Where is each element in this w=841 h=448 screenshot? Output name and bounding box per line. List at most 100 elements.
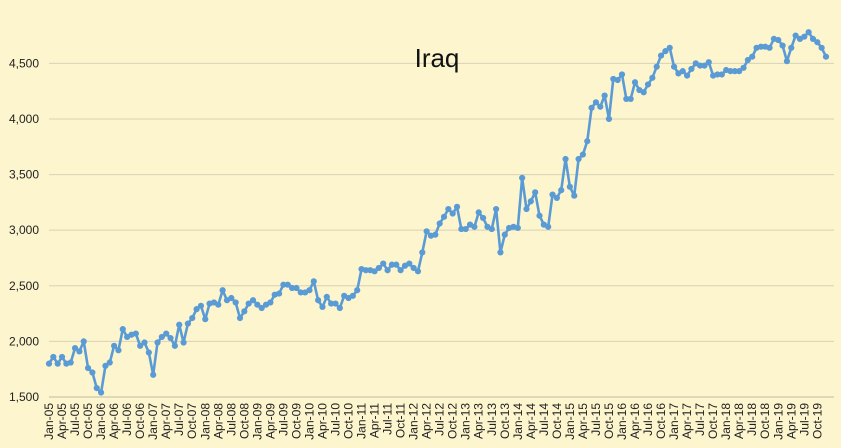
y-axis-ticks: 1,500 2,000 2,500 3,000 3,500 4,000 4,500 — [9, 56, 39, 404]
data-point — [267, 299, 274, 306]
data-point — [288, 284, 296, 292]
data-point — [349, 292, 356, 299]
data-point — [137, 342, 144, 349]
x-tick-label: Apr-10 — [315, 403, 329, 439]
x-tick-label: Apr-17 — [680, 403, 694, 439]
data-point — [749, 53, 756, 60]
chart-title: Iraq — [415, 43, 460, 73]
data-point — [779, 42, 786, 49]
data-point — [714, 71, 721, 78]
data-point — [254, 301, 261, 308]
data-point — [592, 99, 600, 106]
grid-layer — [49, 62, 834, 398]
data-point — [644, 81, 652, 88]
x-tick-label: Apr-05 — [55, 403, 69, 439]
data-point — [801, 33, 808, 40]
data-point — [319, 303, 326, 311]
data-point — [232, 299, 239, 306]
x-tick-label: Oct-15 — [602, 403, 616, 439]
data-point — [215, 301, 222, 308]
data-point — [310, 278, 317, 285]
data-point — [562, 155, 569, 163]
data-point — [115, 347, 122, 354]
x-tick-label: Oct-14 — [550, 403, 564, 439]
data-point — [818, 44, 825, 51]
x-tick-label: Jan-17 — [667, 403, 681, 440]
x-tick-label: Jan-12 — [407, 403, 421, 440]
data-point — [97, 389, 105, 396]
data-point — [245, 300, 252, 307]
data-point — [219, 287, 226, 294]
x-tick-label: Oct-11 — [394, 403, 408, 438]
data-point — [397, 267, 404, 274]
data-point — [410, 264, 417, 272]
x-tick-label: Apr-08 — [211, 403, 225, 439]
data-point — [258, 304, 265, 312]
data-point — [419, 249, 426, 256]
x-tick-label: Jul-18 — [745, 403, 759, 436]
data-point — [471, 223, 478, 230]
x-tick-label: Jan-08 — [198, 403, 212, 440]
x-tick-label: Apr-09 — [263, 403, 277, 439]
data-point — [180, 339, 187, 346]
data-point — [241, 308, 248, 315]
data-point — [111, 342, 118, 349]
data-point — [393, 261, 400, 268]
data-point — [150, 371, 157, 378]
data-point — [76, 348, 83, 355]
x-tick-label: Jan-06 — [94, 403, 108, 440]
data-point — [649, 74, 656, 81]
data-point — [488, 225, 495, 233]
data-point — [449, 210, 456, 217]
data-point — [579, 151, 587, 158]
data-point — [388, 261, 396, 268]
data-point — [718, 71, 725, 78]
y-tick-label: 2,500 — [9, 279, 39, 293]
data-point — [458, 225, 465, 233]
x-tick-label: Jul-10 — [328, 403, 342, 436]
x-tick-label: Apr-06 — [107, 403, 121, 439]
data-point — [154, 339, 161, 346]
y-tick-label: 4,000 — [9, 112, 39, 126]
data-point — [328, 300, 335, 307]
data-point — [727, 68, 734, 75]
x-tick-label: Oct-05 — [81, 403, 95, 439]
data-point — [653, 63, 660, 70]
data-point — [380, 260, 387, 267]
data-point — [462, 225, 469, 233]
x-tick-label: Jul-11 — [381, 403, 395, 435]
data-point — [323, 293, 330, 301]
x-tick-label: Oct-10 — [342, 403, 356, 439]
data-point — [197, 302, 205, 309]
y-tick-label: 3,000 — [9, 223, 39, 237]
data-point — [176, 321, 183, 328]
data-point — [445, 205, 452, 213]
data-point — [601, 92, 608, 99]
x-tick-label: Apr-14 — [524, 403, 538, 439]
data-point — [683, 72, 691, 79]
data-point — [575, 155, 582, 163]
data-point — [679, 68, 686, 75]
data-point — [783, 58, 791, 65]
data-point — [532, 189, 539, 196]
x-tick-label: Oct-19 — [810, 403, 824, 439]
data-point — [293, 284, 300, 292]
data-point — [453, 203, 461, 210]
data-point — [423, 228, 430, 235]
data-point — [84, 364, 92, 372]
data-point — [479, 214, 487, 222]
data-point — [614, 76, 621, 84]
x-tick-label: Oct-07 — [185, 403, 199, 439]
data-point — [54, 360, 61, 367]
x-tick-label: Oct-12 — [446, 403, 460, 439]
x-tick-label: Apr-16 — [628, 403, 642, 439]
data-point — [775, 36, 782, 44]
data-point — [666, 44, 673, 51]
data-point — [280, 281, 287, 288]
data-point — [766, 44, 773, 51]
data-point — [558, 187, 565, 194]
data-point — [80, 338, 87, 345]
data-point — [236, 314, 244, 322]
data-point — [436, 220, 443, 227]
